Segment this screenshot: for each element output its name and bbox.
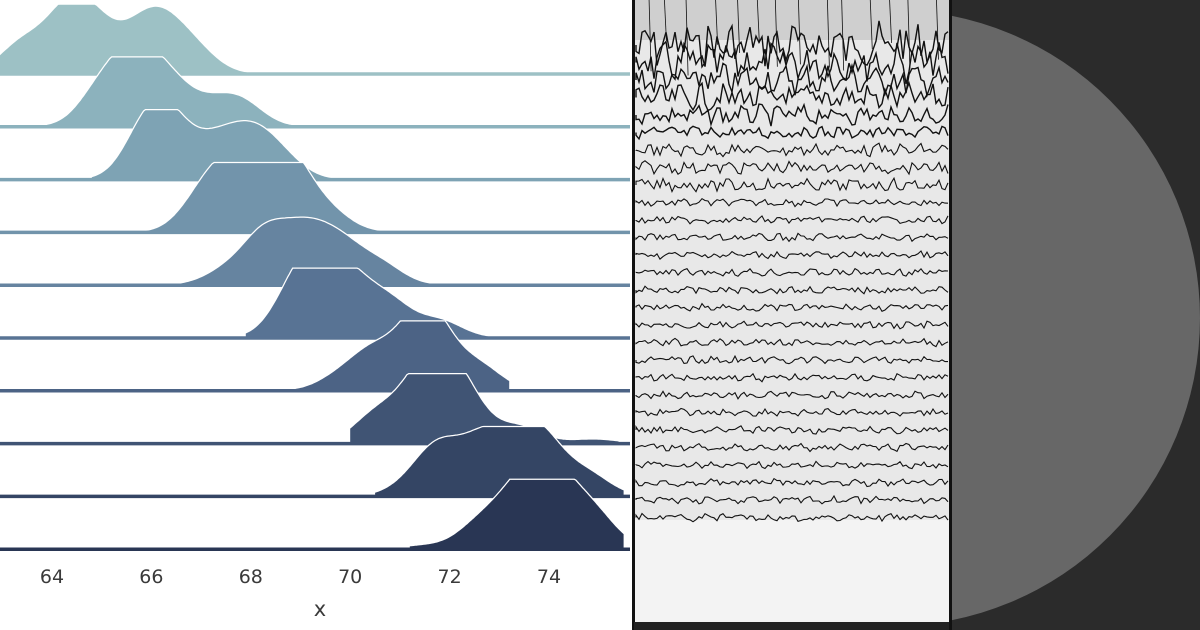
seismogram-trace: [635, 62, 949, 99]
seismogram-spike: [774, 0, 778, 67]
seismogram-trace: [635, 442, 949, 453]
seismogram-spike: [737, 0, 740, 53]
seismogram-trace: [635, 40, 949, 85]
ridge-5-area: [171, 217, 475, 286]
paper-bottom-band: [634, 520, 949, 630]
ridgeline-chart: 64 66 68 70 72 74 x: [0, 3, 630, 621]
x-tick-label: 72: [438, 566, 462, 588]
ridge-4-area: [146, 163, 425, 233]
seismogram-spike: [826, 0, 830, 68]
seismogram-spike: [664, 0, 667, 42]
seismogram-trace: [635, 424, 949, 435]
seismogram-trace: [635, 215, 949, 225]
ridge-2-area: [37, 57, 316, 127]
seismogram-spike: [907, 0, 911, 70]
seismogram-trace: [635, 512, 949, 523]
ridge-2: [0, 56, 630, 129]
seismogram-spike: [936, 0, 939, 60]
right-border: [949, 0, 952, 630]
bottom-border: [634, 622, 949, 630]
seismogram-trace: [635, 176, 949, 194]
seismogram-trace: [635, 160, 949, 176]
seismogram-trace: [635, 372, 949, 383]
grey-disc-shape: [952, 15, 1200, 621]
seismogram-trace: [635, 142, 949, 158]
seismogram-trace: [635, 102, 949, 127]
seismogram-trace: [635, 320, 949, 330]
seismogram-trace: [635, 267, 949, 277]
ridge-layer: [0, 3, 630, 551]
seismogram-trace: [635, 337, 949, 348]
disc-svg: [952, 0, 1200, 630]
seismogram-trace: [635, 494, 949, 505]
seismogram-spike: [715, 0, 718, 45]
seismogram-spike: [869, 0, 873, 49]
seismogram-spike: [841, 0, 845, 71]
seismogram-traces: [635, 0, 949, 523]
seismogram-trace: [635, 232, 949, 243]
ridgeline-svg: 64 66 68 70 72 74 x: [0, 3, 630, 621]
x-axis-title: x: [314, 597, 326, 621]
seismogram-trace: [635, 390, 949, 400]
seismogram-spike: [889, 0, 892, 43]
seismogram-trace: [635, 302, 949, 312]
seismogram-trace: [635, 250, 949, 260]
ridge-1-area: [0, 4, 276, 74]
x-tick-label: 68: [239, 566, 263, 588]
ridge-8-area: [350, 374, 619, 444]
seismogram-trace: [635, 354, 948, 365]
x-tick-label: 70: [338, 566, 362, 588]
seismogram-trace: [635, 125, 949, 141]
seismogram-spike: [648, 0, 652, 72]
x-tick-label: 74: [537, 566, 561, 588]
seismogram-trace: [635, 80, 949, 112]
seismogram-trace: [635, 285, 949, 295]
ridge-6: [0, 267, 630, 340]
seismogram-trace: [635, 460, 949, 470]
seismogram-trace: [635, 477, 949, 488]
seismogram-svg: [632, 0, 952, 630]
seismogram-image: [632, 0, 952, 630]
left-border: [632, 0, 635, 630]
x-tick-label: 66: [139, 566, 163, 588]
x-tick-label: 64: [40, 566, 64, 588]
ridge-1: [0, 3, 630, 76]
seismogram-spike: [756, 0, 760, 43]
x-tick-labels: 64 66 68 70 72 74: [40, 566, 561, 588]
seismogram-spike: [798, 0, 801, 65]
seismogram-trace: [635, 407, 949, 417]
seismogram-spike: [685, 0, 689, 76]
ridge-10: [0, 478, 630, 551]
ridge-10-area: [409, 479, 624, 550]
seismogram-trace: [635, 197, 949, 208]
disc-image: [952, 0, 1200, 630]
